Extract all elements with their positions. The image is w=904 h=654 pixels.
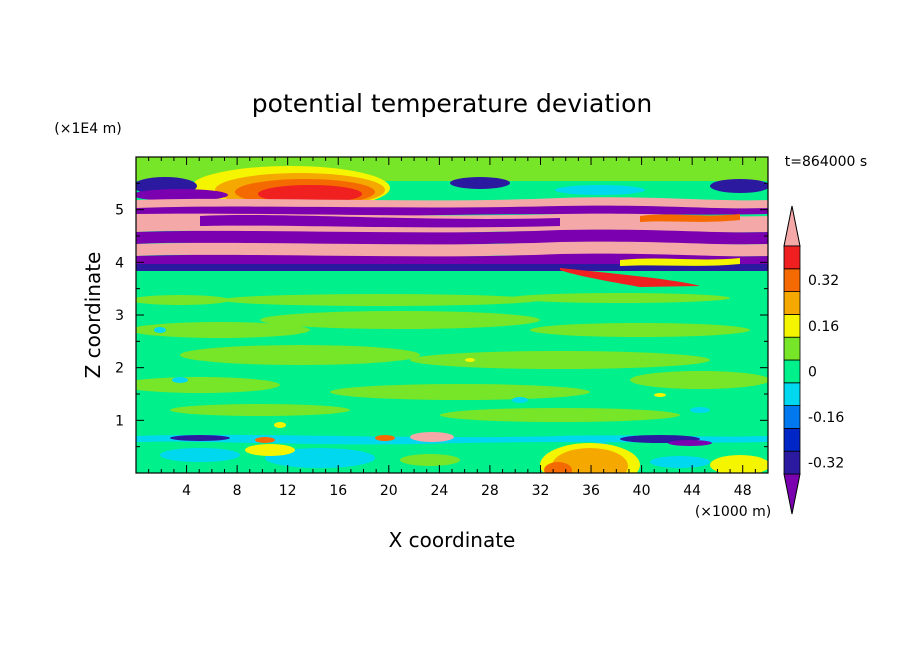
y-tick-label: 2	[115, 361, 124, 377]
colorbar-swatch	[783, 291, 801, 315]
y-tick-label: 5	[115, 203, 124, 219]
colorbar-swatch	[783, 450, 801, 475]
colorbar-swatch	[783, 382, 801, 406]
x-tick-label: 4	[182, 483, 191, 499]
x-unit-label: (×1000 m)	[695, 504, 771, 520]
colorbar-swatch	[783, 245, 801, 270]
y-tick-label: 1	[115, 413, 124, 429]
colorbar-label: 0.32	[808, 273, 839, 289]
x-tick-label: 36	[582, 483, 600, 499]
yellow-speckles	[274, 358, 666, 428]
x-axis-title: X coordinate	[389, 528, 516, 552]
y-tick-label: 3	[115, 308, 124, 324]
colorbar-swatch	[783, 359, 801, 384]
colorbar-over-triangle	[783, 205, 801, 247]
chart-title: potential temperature deviation	[252, 89, 652, 118]
x-tick-label: 24	[430, 483, 448, 499]
x-tick-label: 48	[734, 483, 752, 499]
x-tick-label: 28	[481, 483, 499, 499]
mid-layer-texture	[136, 293, 768, 422]
colorbar-swatch	[783, 336, 801, 361]
colorbar-label: 0.16	[808, 319, 839, 335]
colorbar-swatch	[783, 405, 801, 429]
x-tick-label: 16	[329, 483, 347, 499]
y-axis-ticks: 1 2 3 4 5	[115, 182, 768, 448]
colorbar: 0.32 0.16 0 -0.16 -0.32	[783, 205, 844, 515]
colorbar-label: 0	[808, 364, 817, 380]
colorbar-swatch	[783, 268, 801, 292]
colorbar-swatch	[783, 313, 801, 338]
x-axis-ticks: 4 8 12 16 20 24 28 32 36 40 44 48	[148, 157, 756, 499]
colorbar-under-triangle	[783, 473, 801, 515]
y-unit-label: (×1E4 m)	[54, 121, 121, 137]
y-tick-label: 4	[115, 255, 124, 271]
colorbar-label: -0.32	[808, 456, 844, 472]
colorbar-swatch	[783, 427, 801, 452]
time-label: t=864000 s	[785, 154, 867, 170]
colorbar-label: -0.16	[808, 410, 844, 426]
x-tick-label: 12	[279, 483, 297, 499]
heatmap-field	[136, 157, 768, 473]
y-axis-title: Z coordinate	[81, 252, 105, 379]
x-tick-label: 20	[380, 483, 398, 499]
x-tick-label: 40	[633, 483, 651, 499]
x-tick-label: 32	[532, 483, 550, 499]
x-tick-label: 8	[233, 483, 242, 499]
x-tick-label: 44	[683, 483, 701, 499]
